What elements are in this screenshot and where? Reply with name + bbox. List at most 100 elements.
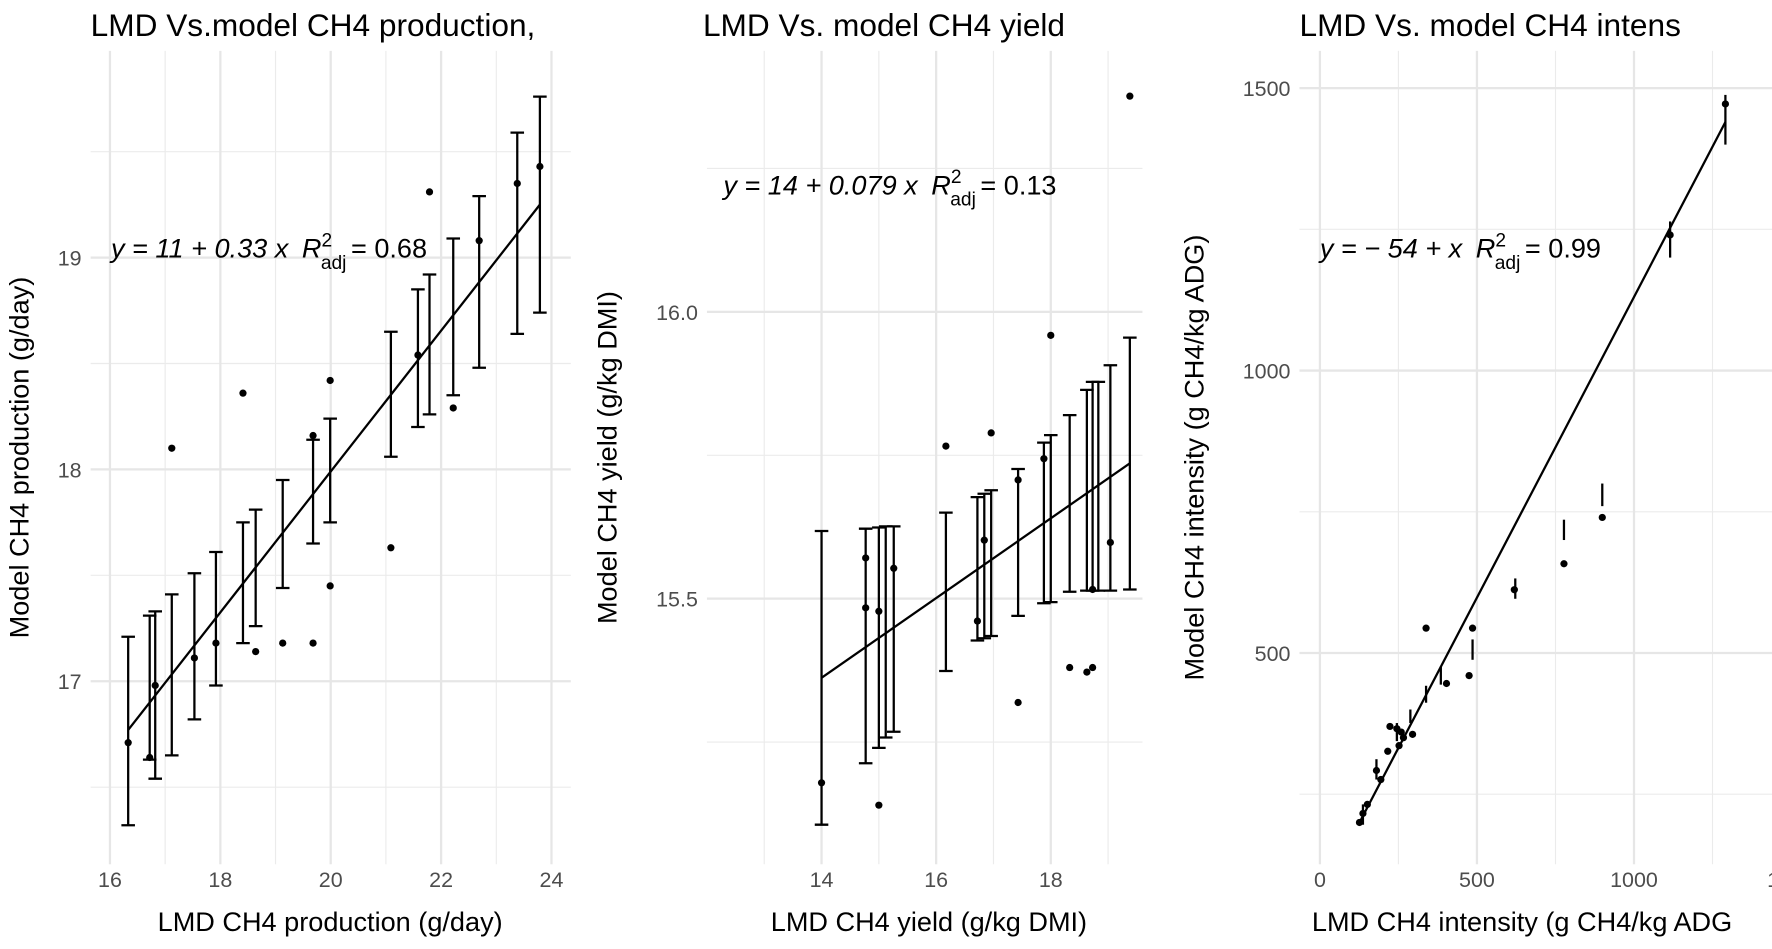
point <box>190 654 199 662</box>
point <box>1399 734 1408 742</box>
x-tick-label: 500 <box>1459 868 1495 892</box>
error-bar <box>984 489 998 638</box>
r-subscript: adj <box>1495 253 1521 274</box>
r-value: = 0.13 <box>980 169 1056 200</box>
point <box>1377 775 1385 784</box>
point <box>1106 538 1114 547</box>
panel: 15.5 16.0 14 16 18 LMD Vs. model CH4 yield LMD… <box>592 7 1143 937</box>
x-tick-label: 1000 <box>1610 868 1658 892</box>
point <box>1560 560 1568 568</box>
point <box>279 639 287 647</box>
r-symbol: R <box>931 169 951 200</box>
point <box>1666 231 1674 239</box>
equation: y = 11 + 0.33 x <box>109 233 290 264</box>
annotation: y = − 54 + x R2 adj = 0.99 <box>1318 230 1601 274</box>
point <box>1066 663 1074 672</box>
point <box>862 554 870 562</box>
r-superscript: 2 <box>951 167 962 188</box>
x-tick-label: 18 <box>1039 868 1063 892</box>
point <box>425 188 434 196</box>
y-tick-label: 16.0 <box>656 301 698 325</box>
point <box>817 779 826 787</box>
point <box>1510 586 1518 594</box>
point <box>1040 455 1048 463</box>
point <box>1386 722 1394 731</box>
x-tick-label: 1500 <box>1767 868 1772 892</box>
point <box>146 753 154 762</box>
y-axis-label: Model CH4 intensity (g CH4/kg ADG) <box>1178 235 1209 681</box>
r-symbol: R <box>302 233 322 264</box>
point <box>1384 747 1392 755</box>
point <box>987 429 995 437</box>
point <box>536 162 544 171</box>
point <box>414 351 422 359</box>
y-tick-label: 1500 <box>1243 77 1291 101</box>
panel: 17 18 19 16 18 20 22 24 LMD Vs.model CH4 product… <box>4 7 571 937</box>
equation: y = 14 + 0.079 x <box>721 169 919 200</box>
point <box>890 564 898 572</box>
r-subscript: adj <box>950 190 976 211</box>
y-axis-label: Model CH4 production (g/day) <box>4 277 35 639</box>
annotation: y = 14 + 0.079 x R2 adj = 0.13 <box>721 167 1056 211</box>
x-axis-label: LMD CH4 production (g/day) <box>158 906 503 937</box>
y-tick-label: 17 <box>58 670 82 694</box>
point <box>1359 809 1367 818</box>
r-subscript: adj <box>321 253 347 274</box>
point <box>1372 766 1381 775</box>
y-axis-label: Model CH4 yield (g/kg DMI) <box>592 291 623 624</box>
point <box>1083 668 1091 676</box>
point <box>212 639 220 647</box>
fit-line <box>1358 121 1727 823</box>
point <box>973 617 982 625</box>
y-tick-label: 18 <box>58 458 82 482</box>
fit-line <box>127 203 541 731</box>
point <box>1014 698 1022 707</box>
point <box>1721 100 1730 108</box>
x-tick-label: 22 <box>429 868 453 892</box>
point <box>1468 624 1477 632</box>
point <box>449 404 457 412</box>
chart-title: LMD Vs.model CH4 production, <box>91 7 536 43</box>
point <box>1442 679 1451 688</box>
point <box>168 444 176 452</box>
point <box>942 442 950 450</box>
point <box>151 681 159 690</box>
r-symbol: R <box>1476 233 1496 264</box>
fit-line <box>820 462 1131 679</box>
x-tick-label: 24 <box>540 868 564 892</box>
r-superscript: 2 <box>1495 230 1506 251</box>
y-tick-label: 1000 <box>1243 359 1291 383</box>
point <box>1422 624 1430 632</box>
point <box>1014 476 1022 484</box>
point <box>309 639 317 647</box>
x-tick-label: 16 <box>924 868 948 892</box>
y-tick-label: 19 <box>58 246 82 270</box>
equation: y = − 54 + x <box>1318 233 1464 264</box>
error-bar <box>886 525 901 733</box>
chart-title: LMD Vs. model CH4 yield <box>703 7 1065 43</box>
x-tick-label: 14 <box>810 868 834 892</box>
error-bar <box>977 492 992 640</box>
annotation: y = 11 + 0.33 x R2 adj = 0.68 <box>109 230 427 274</box>
point <box>326 376 334 385</box>
point <box>980 536 988 544</box>
error-bar <box>306 438 320 545</box>
r-value: = 0.68 <box>351 233 427 264</box>
error-bar <box>1011 467 1025 618</box>
point <box>1088 585 1097 594</box>
x-tick-label: 18 <box>208 868 232 892</box>
point <box>862 604 870 612</box>
x-axis-label: LMD CH4 yield (g/kg DMI) <box>771 906 1087 937</box>
x-tick-label: 20 <box>319 868 343 892</box>
point <box>326 582 334 590</box>
x-axis-label: LMD CH4 intensity (g CH4/kg ADG <box>1312 906 1732 937</box>
point <box>239 389 247 397</box>
point <box>1397 728 1405 736</box>
chart-title: LMD Vs. model CH4 intens <box>1299 7 1680 43</box>
point <box>1088 663 1097 672</box>
point <box>309 431 317 440</box>
point <box>875 801 883 809</box>
x-tick-label: 0 <box>1314 868 1326 892</box>
